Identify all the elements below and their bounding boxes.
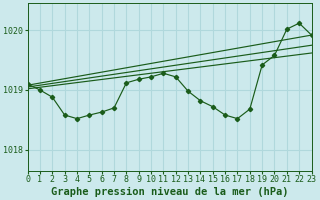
X-axis label: Graphe pression niveau de la mer (hPa): Graphe pression niveau de la mer (hPa): [51, 186, 288, 197]
